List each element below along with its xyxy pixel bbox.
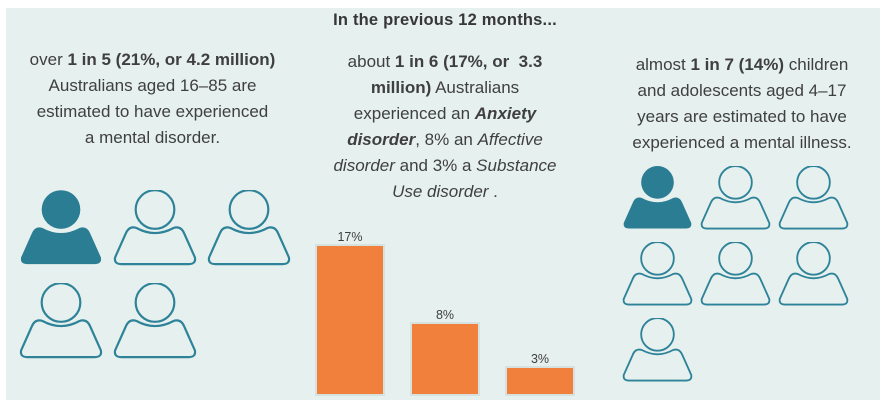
pictogram-children [622, 166, 849, 382]
bar-value-label: 8% [435, 308, 455, 322]
person-icon-outline [778, 242, 849, 306]
text-line: disorder, 8% an Affective [347, 130, 543, 149]
text-line: and adolescents aged 4–17 [637, 81, 847, 100]
person-icon-outline [622, 318, 693, 382]
page-title: In the previous 12 months... [333, 11, 557, 29]
person-icon-outline [113, 283, 197, 359]
text-line: about 1 in 6 (17%, or 3.3 [347, 52, 543, 71]
person-icon-filled [623, 166, 692, 229]
person-icon-outline [207, 190, 291, 266]
disorder-bar-chart: 17% 8% 3% [315, 225, 581, 396]
text-line: Australians aged 16–85 are [48, 76, 257, 95]
pictogram-adults [19, 190, 291, 359]
bar-value-label: 17% [337, 230, 363, 244]
person-icon-outline [622, 242, 693, 306]
stat-text-children-1-in-7: almost 1 in 7 (14%) children and adolesce… [598, 52, 886, 156]
bar-substance-use-disorder [505, 366, 575, 396]
text-line: Use disorder . [392, 182, 498, 201]
text-line: years are estimated to have [637, 107, 847, 126]
person-icon-outline [700, 166, 771, 230]
person-icon-outline [778, 166, 849, 230]
pictogram-row [622, 166, 849, 230]
stat-text-adults-1-in-5: over 1 in 5 (21%, or 4.2 million) Austral… [10, 47, 295, 151]
pictogram-row [622, 318, 849, 382]
pictogram-row [19, 283, 291, 359]
pictogram-row [19, 190, 291, 266]
text-line: estimated to have experienced [36, 102, 269, 121]
person-icon-filled [20, 190, 102, 265]
bar-affective-disorder [410, 322, 480, 396]
bar-anxiety-disorder [315, 244, 385, 396]
pictogram-row [622, 242, 849, 306]
text-line: experienced an Anxiety [353, 104, 537, 123]
bar-value-label: 3% [530, 352, 550, 366]
person-icon-outline [19, 283, 103, 359]
text-line: over 1 in 5 (21%, or 4.2 million) [29, 50, 276, 69]
person-icon-outline [700, 242, 771, 306]
stat-text-disorders-12-months: about 1 in 6 (17%, or 3.3 million) Austra… [303, 49, 587, 205]
text-line: million) Australians [370, 78, 520, 97]
person-icon-outline [113, 190, 197, 266]
text-line: disorder and 3% a Substance [333, 156, 557, 175]
text-line: experienced a mental illness. [632, 133, 852, 152]
text-line: almost 1 in 7 (14%) children [635, 55, 849, 74]
text-line: a mental disorder. [84, 128, 221, 147]
